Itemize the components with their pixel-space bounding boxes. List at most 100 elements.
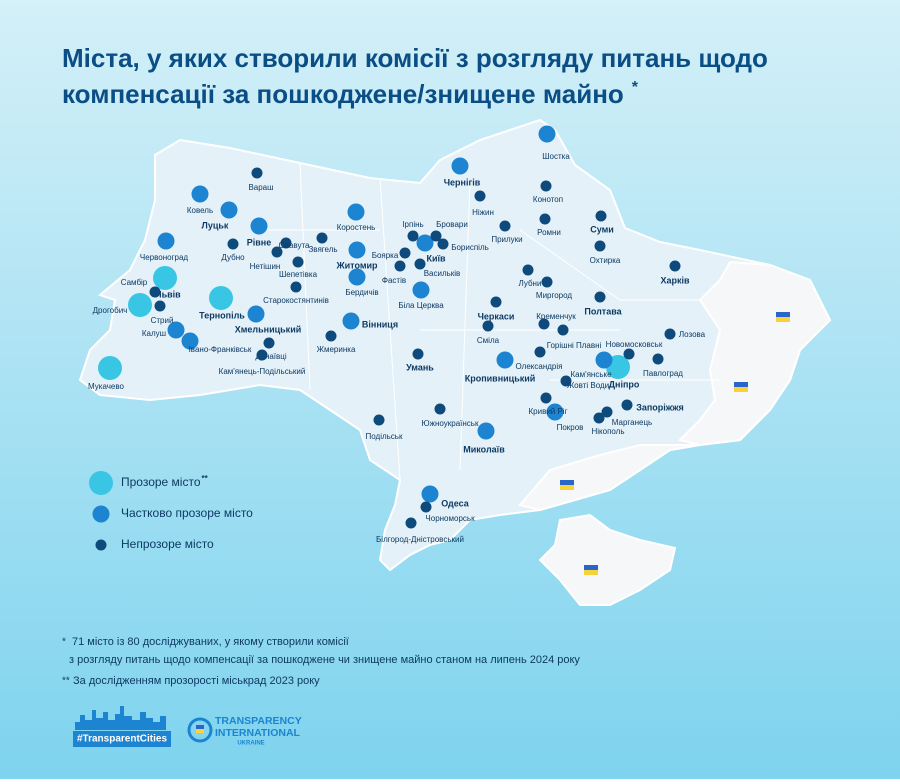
city-dot — [407, 230, 419, 242]
city-label: Київ — [426, 253, 446, 263]
city-dot — [394, 260, 406, 272]
city-label: Калуш — [142, 329, 166, 338]
city-label: Запоріжжя — [636, 402, 684, 412]
title-mark: * — [632, 79, 639, 96]
city-dot — [348, 268, 366, 286]
city-dot — [421, 485, 439, 503]
city-label: Житомир — [335, 260, 378, 270]
city-label: Львів — [155, 289, 181, 299]
city-label: Ірпінь — [402, 220, 423, 229]
city-dot — [412, 281, 430, 299]
hashtag: #TransparentCities — [77, 734, 167, 745]
city-dot — [149, 286, 161, 298]
city-label: Кам'янське — [570, 370, 612, 379]
city-label: Жовті Води — [567, 381, 609, 390]
flags — [560, 312, 790, 575]
city-label: Шепетівка — [279, 270, 318, 279]
title-line: Міста, у яких створили комісії з розгляд… — [62, 43, 768, 73]
city-dot — [153, 266, 177, 290]
city-label: Олександрія — [516, 362, 563, 371]
city-dot — [560, 375, 572, 387]
city-label: Лозова — [679, 330, 706, 339]
org-line: INTERNATIONAL — [215, 727, 301, 739]
city-dot — [546, 403, 564, 421]
city-dot — [181, 332, 199, 350]
legend: Прозоре місто ** Частково прозоре місто Неп… — [89, 471, 253, 551]
city-label: Ромни — [537, 228, 561, 237]
city-label: Одеса — [441, 498, 469, 508]
city-label: Стрий — [151, 316, 174, 325]
city-dot — [292, 256, 304, 268]
city-label: Фастів — [382, 276, 406, 285]
city-dot — [256, 349, 268, 361]
city-label: Дрогобич — [93, 306, 128, 315]
region-border — [260, 162, 720, 481]
city-label: Білгород-Дністровський — [376, 535, 464, 544]
city-label: Горішні Плавні — [547, 341, 602, 350]
footnotes: * 71 місто із 80 досліджуваних, у якому с… — [62, 636, 580, 687]
city-label: Марганець — [612, 418, 652, 427]
city-label: Дубно — [221, 253, 245, 262]
city-label: Миколаїв — [463, 444, 505, 454]
city-dot — [434, 403, 446, 415]
city-dot — [522, 264, 534, 276]
logo-hashtag: #TransparentCities — [73, 706, 171, 747]
city-dot — [414, 258, 426, 270]
city-dot — [154, 300, 166, 312]
city-label: Сміла — [477, 336, 500, 345]
city-label: Новомосковськ — [606, 340, 663, 349]
city-dot — [490, 296, 502, 308]
legend-dot — [95, 539, 107, 551]
city-dot — [412, 348, 424, 360]
city-dot — [348, 241, 366, 259]
city-dot — [342, 312, 360, 330]
city-label: Бердичів — [345, 288, 378, 297]
city-dot — [594, 240, 606, 252]
city-label: Суми — [590, 224, 614, 234]
footnote-line: За дослідженням прозорості міськрад 2023… — [73, 675, 320, 687]
city-dot — [538, 125, 556, 143]
city-label: Луцьк — [202, 220, 229, 230]
city-label: Івано-Франківськ — [189, 345, 252, 354]
city-dot — [325, 330, 337, 342]
city-dot — [347, 203, 365, 221]
city-dot — [128, 293, 152, 317]
city-label: Біла Церква — [398, 301, 444, 310]
logo-ti: TRANSPARENCY INTERNATIONAL UKRAINE — [187, 715, 302, 747]
city-dot — [316, 232, 328, 244]
city-label: Вараш — [248, 183, 273, 192]
city-dot — [623, 348, 635, 360]
city-label: Кривий Ріг — [528, 407, 567, 416]
city-label: Рівне — [247, 237, 271, 247]
city-label: Васильків — [424, 269, 461, 278]
legend-dot — [92, 505, 110, 523]
city-label: Боярка — [372, 251, 399, 260]
city-dot — [157, 232, 175, 250]
city-dot — [399, 247, 411, 259]
city-dot — [209, 286, 233, 310]
city-dot — [191, 185, 209, 203]
city-label: Чернігів — [444, 177, 481, 187]
org-line: UKRAINE — [237, 741, 264, 747]
city-dot — [534, 346, 546, 358]
city-dot — [280, 237, 292, 249]
city-label: Харків — [660, 275, 690, 285]
city-label: Звягель — [308, 245, 337, 254]
city-dot — [263, 337, 275, 349]
city-label: Миргород — [536, 291, 572, 300]
city-label: Жмеринка — [317, 345, 356, 354]
city-dot — [669, 260, 681, 272]
city-label: Подільськ — [366, 432, 403, 441]
city-dot — [290, 281, 302, 293]
legend-dot — [89, 471, 113, 495]
cities: Львів Дрогобич Тернопіль Мукачево Дніпро Кове… — [88, 125, 706, 544]
city-label: Червоноград — [140, 253, 189, 262]
city-dot — [251, 167, 263, 179]
org-line: TRANSPARENCY — [215, 715, 302, 727]
city-dot — [250, 217, 268, 235]
city-dot — [477, 422, 495, 440]
city-label: Прилуки — [491, 235, 522, 244]
city-dot — [539, 213, 551, 225]
city-label: Конотоп — [533, 195, 563, 204]
city-label: Умань — [406, 362, 434, 372]
